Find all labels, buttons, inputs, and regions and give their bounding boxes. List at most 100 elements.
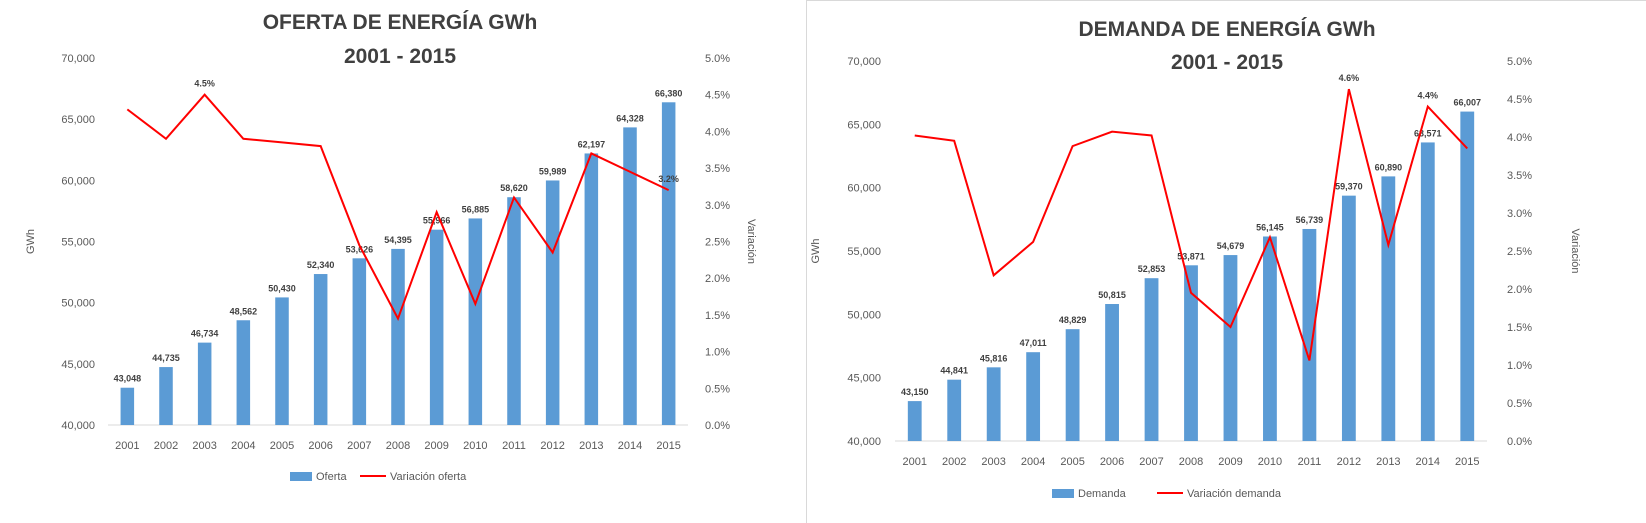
bar [1381,176,1395,441]
x-tick-label: 2008 [1179,456,1203,468]
y-axis-title: GWh [810,238,822,263]
bar [1421,142,1435,441]
x-tick-label: 2004 [231,440,255,452]
x-tick-label: 2001 [902,456,926,468]
x-tick-label: 2001 [115,440,139,452]
bar [121,388,135,425]
x-tick-label: 2002 [942,456,966,468]
x-tick-label: 2003 [192,440,216,452]
bar [430,230,444,425]
x-tick-label: 2009 [424,440,448,452]
bar [1302,229,1316,441]
line-data-label: 3.2% [658,174,679,184]
bar [1460,112,1474,441]
y-tick-label: 60,000 [61,175,95,187]
legend-bar-label: Oferta [316,471,347,483]
bar [1105,304,1119,441]
bar [314,274,328,425]
bar [159,367,173,425]
y-tick-label: 70,000 [61,53,95,65]
y2-tick-label: 0.5% [705,383,730,395]
y2-axis-title: Variación [745,219,757,264]
oferta-chart-panel: OFERTA DE ENERGÍA GWh 2001 - 2015 40,000… [0,0,800,522]
bar-data-label: 55,966 [423,216,451,226]
bar-data-label: 47,011 [1020,338,1047,348]
y2-tick-label: 0.0% [1507,436,1532,448]
x-tick-label: 2011 [1298,456,1322,468]
x-tick-label: 2006 [308,440,332,452]
y-tick-label: 65,000 [847,119,881,131]
x-tick-label: 2005 [1060,456,1084,468]
y2-tick-label: 2.5% [1507,246,1532,258]
y2-tick-label: 5.0% [1507,56,1532,68]
x-tick-label: 2015 [1455,456,1479,468]
bar-data-label: 62,197 [578,139,606,149]
bar [585,153,599,425]
bar [987,367,1001,441]
bar [1145,278,1159,441]
line-data-label: 4.6% [1339,73,1360,83]
bar [198,343,212,425]
bar-data-label: 56,145 [1256,222,1284,232]
bar-data-label: 52,340 [307,260,335,270]
y-tick-label: 50,000 [847,309,881,321]
x-tick-label: 2014 [1416,456,1440,468]
y-tick-label: 40,000 [61,420,95,432]
y2-axis-title: Variación [1569,228,1581,273]
x-tick-label: 2010 [463,440,487,452]
bar-data-label: 66,380 [655,88,683,98]
bar [1342,196,1356,441]
x-tick-label: 2009 [1218,456,1242,468]
y-tick-label: 45,000 [847,373,881,385]
bar-data-label: 50,815 [1098,290,1126,300]
x-tick-label: 2012 [540,440,564,452]
x-tick-label: 2006 [1100,456,1124,468]
demanda-chart-panel: DEMANDA DE ENERGÍA GWh 2001 - 2015 40,00… [806,0,1646,523]
x-tick-label: 2014 [618,440,642,452]
bar [469,218,483,425]
bar-data-label: 48,562 [230,306,258,316]
y2-tick-label: 4.5% [705,90,730,102]
bar-data-label: 56,885 [462,204,490,214]
y-tick-label: 55,000 [847,246,881,258]
y-axis-title: GWh [25,229,37,254]
bar [1263,236,1277,441]
bar [662,102,676,425]
y2-tick-label: 1.0% [705,347,730,359]
bar [237,320,251,425]
y2-tick-label: 3.0% [705,200,730,212]
bar-data-label: 46,734 [191,329,219,339]
oferta-chart-svg: 40,00045,00050,00055,00060,00065,00070,0… [0,0,800,522]
y2-tick-label: 2.0% [1507,284,1532,296]
bar-data-label: 56,739 [1296,215,1324,225]
legend-line-label: Variación demanda [1187,488,1282,500]
x-tick-label: 2013 [1376,456,1400,468]
y2-tick-label: 3.0% [1507,208,1532,220]
bar-data-label: 54,395 [384,235,412,245]
y2-tick-label: 1.5% [1507,322,1532,334]
bar [1026,352,1040,441]
y2-tick-label: 2.5% [705,237,730,249]
x-tick-label: 2010 [1258,456,1282,468]
y-tick-label: 40,000 [847,436,881,448]
y-tick-label: 45,000 [61,359,95,371]
y2-tick-label: 4.0% [1507,132,1532,144]
x-tick-label: 2007 [1139,456,1163,468]
bar-data-label: 43,150 [901,387,929,397]
y-tick-label: 55,000 [61,237,95,249]
line-data-label: 4.5% [194,79,215,89]
bar-data-label: 52,853 [1138,264,1166,274]
x-tick-label: 2003 [981,456,1005,468]
y2-tick-label: 4.0% [705,126,730,138]
demanda-chart-svg: 40,00045,00050,00055,00060,00065,00070,0… [807,1,1646,523]
y2-tick-label: 1.0% [1507,360,1532,372]
bar-data-label: 58,620 [500,183,528,193]
bar-data-label: 59,370 [1335,182,1363,192]
bar [908,401,922,441]
y2-tick-label: 0.5% [1507,398,1532,410]
x-tick-label: 2008 [386,440,410,452]
legend-bar-label: Demanda [1078,488,1127,500]
bar [391,249,405,425]
bar-data-label: 54,679 [1217,241,1245,251]
y-tick-label: 60,000 [847,183,881,195]
